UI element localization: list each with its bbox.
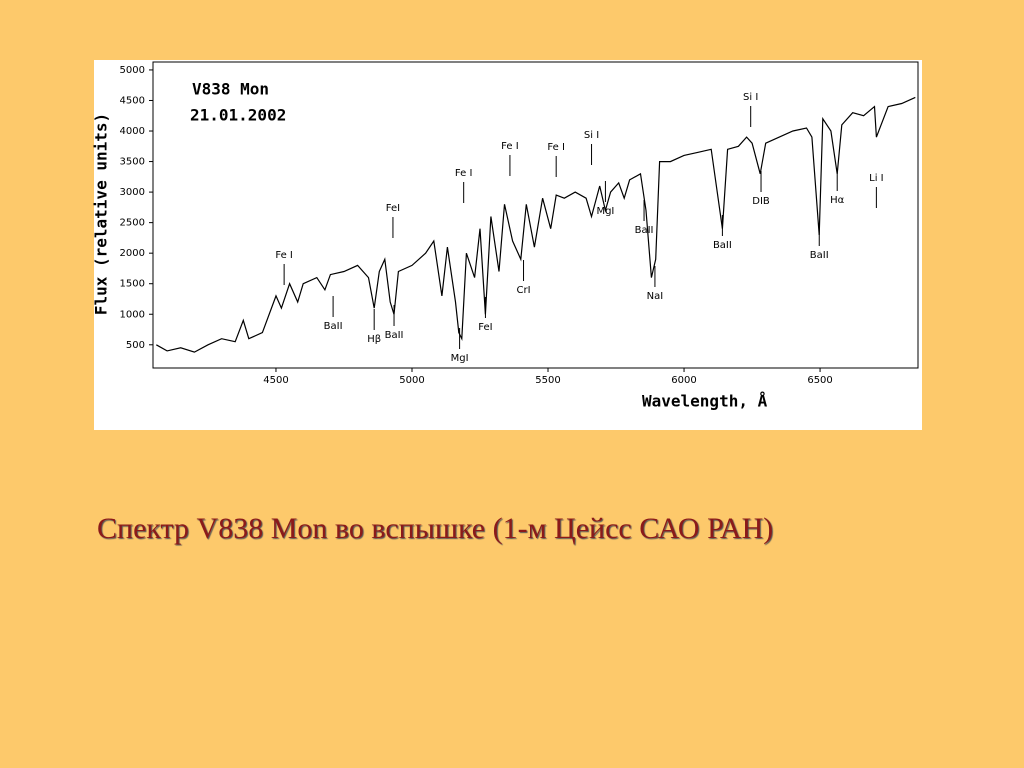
- y-tick-label: 3500: [120, 157, 145, 168]
- x-tick-label: 5500: [535, 375, 560, 386]
- x-tick-label: 6500: [807, 375, 832, 386]
- y-tick-label: 2500: [120, 218, 145, 229]
- line-label: BaII: [385, 330, 404, 341]
- line-label: CrI: [517, 285, 531, 296]
- line-label: Hα: [830, 195, 845, 206]
- y-tick-label: 4500: [120, 95, 145, 106]
- line-label: MgI: [451, 353, 469, 364]
- plot-frame: [152, 61, 919, 369]
- line-label: BaII: [324, 321, 343, 332]
- x-axis-label: Wavelength, Å: [642, 392, 768, 411]
- y-tick-label: 3000: [120, 187, 145, 198]
- y-axis-label: Flux (relative units): [92, 113, 111, 315]
- line-label: Fe I: [275, 250, 293, 261]
- line-label: Li I: [869, 173, 883, 184]
- y-tick-label: 1000: [120, 309, 145, 320]
- caption: Спектр V838 Mon во вспышке (1-м Цейсс СА…: [97, 512, 774, 545]
- line-label: BaII: [810, 250, 829, 261]
- line-label: DIB: [752, 196, 770, 207]
- x-tick-label: 6000: [671, 375, 696, 386]
- line-label: NaI: [647, 291, 664, 302]
- chart-title: V838 Mon: [192, 80, 269, 99]
- line-label: Fe I: [455, 168, 473, 179]
- spectrum-line: [156, 96, 916, 353]
- line-label: Fe I: [501, 141, 519, 152]
- line-label: BaII: [713, 240, 732, 251]
- x-tick-label: 4500: [263, 375, 288, 386]
- y-tick-label: 2000: [120, 248, 145, 259]
- line-label: Si I: [584, 130, 599, 141]
- y-tick-label: 5000: [120, 65, 145, 76]
- chart-subtitle: 21.01.2002: [190, 106, 286, 125]
- line-label: MgI: [596, 206, 614, 217]
- line-label: BaII: [635, 225, 654, 236]
- line-label: FeI: [386, 203, 400, 214]
- x-tick-label: 5000: [399, 375, 424, 386]
- y-tick-label: 500: [126, 340, 145, 351]
- y-tick-label: 1500: [120, 279, 145, 290]
- y-tick-label: 4000: [120, 126, 145, 137]
- line-label: Hβ: [367, 334, 381, 345]
- line-label: Fe I: [547, 142, 565, 153]
- line-label: Si I: [743, 92, 758, 103]
- line-label: FeI: [478, 322, 492, 333]
